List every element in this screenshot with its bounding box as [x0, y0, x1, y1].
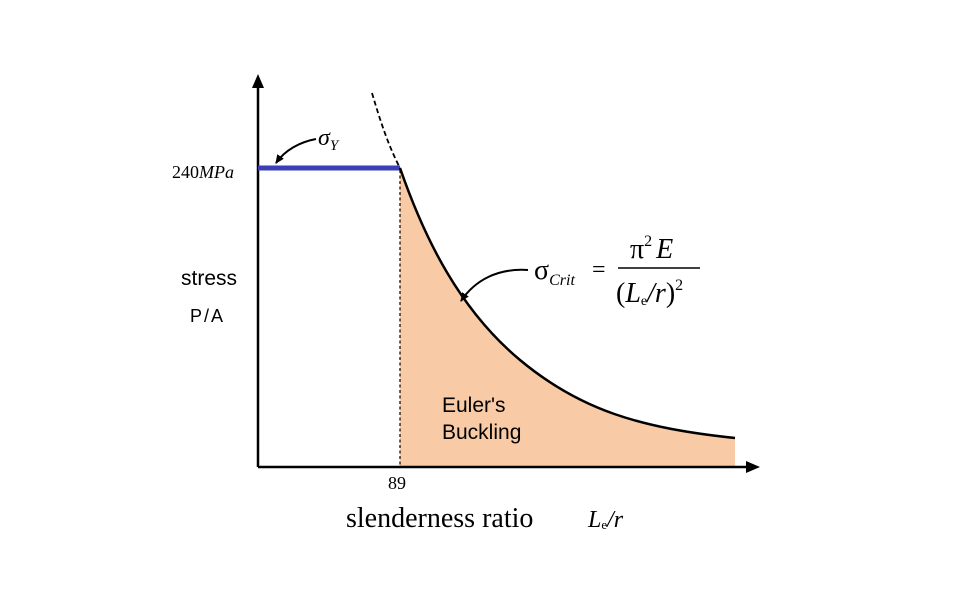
- x-axis-label: slenderness ratio: [346, 503, 533, 534]
- formula-equals: =: [592, 257, 606, 283]
- yield-value-label: 240MPa: [172, 162, 234, 182]
- formula-lhs: σCrit: [534, 255, 575, 289]
- region-label-line1: Euler's: [442, 394, 506, 417]
- y-axis-sublabel: P/A: [190, 306, 225, 326]
- curve-annotation-arrow: [460, 268, 529, 302]
- yield-symbol: σY: [318, 125, 340, 154]
- formula-denominator: (Le/r)2: [616, 277, 683, 309]
- y-axis-label: stress: [181, 267, 237, 290]
- formula-numerator: π2 E: [630, 233, 673, 265]
- yield-annotation-arrow: [275, 138, 317, 164]
- region-label-line2: Buckling: [442, 421, 521, 444]
- x-axis-arrow: [746, 461, 760, 473]
- x-tick-label: 89: [388, 473, 406, 493]
- euler-buckling-region: [400, 168, 735, 467]
- y-axis-arrow: [252, 74, 264, 88]
- euler-curve-dashed-extension: [371, 92, 401, 169]
- x-axis-variable: Le/r: [587, 507, 624, 533]
- critical-stress-formula: σCrit = π2 E (Le/r)2: [534, 233, 700, 309]
- euler-curve: [398, 167, 736, 440]
